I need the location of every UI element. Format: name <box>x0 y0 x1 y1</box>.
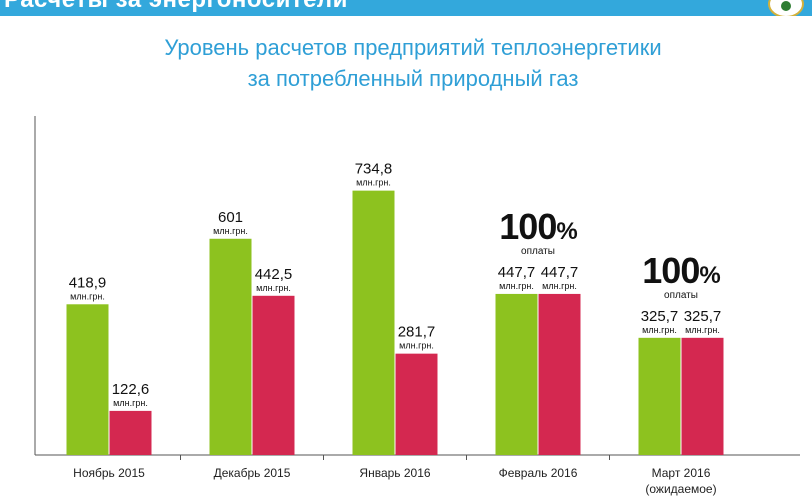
x-tick-label: Январь 2016 <box>359 466 430 480</box>
x-tick-label: Февраль 2016 <box>499 466 578 480</box>
data-label-value: 325,7 <box>641 308 679 325</box>
bar-series-2 <box>252 295 295 455</box>
data-label-unit: млн.грн. <box>256 283 291 293</box>
data-label-unit: млн.грн. <box>213 226 248 236</box>
x-tick-label: Март 2016 <box>652 466 711 480</box>
bar-series-2 <box>109 410 152 455</box>
percent-annotation: 100% <box>642 250 720 291</box>
bar-series-1 <box>66 304 109 455</box>
x-tick-note: (ожидаемое) <box>645 482 716 496</box>
data-label-unit: млн.грн. <box>542 281 577 291</box>
percent-annotation-caption: оплаты <box>664 290 698 301</box>
bar-series-2 <box>538 293 581 455</box>
percent-annotation: 100% <box>499 206 577 247</box>
data-label-value: 447,7 <box>541 264 579 281</box>
x-tick-label: Декабрь 2015 <box>214 466 291 480</box>
data-label-value: 601 <box>218 209 243 226</box>
bar-series-1 <box>495 293 538 455</box>
bar-series-1 <box>638 337 681 455</box>
data-label-value: 325,7 <box>684 308 722 325</box>
bar-series-2 <box>681 337 724 455</box>
top-banner: Расчеты за энергоносители <box>0 0 812 16</box>
bar-series-1 <box>352 190 395 455</box>
x-tick-label: Ноябрь 2015 <box>73 466 145 480</box>
data-label-unit: млн.грн. <box>685 325 720 335</box>
data-label-unit: млн.грн. <box>399 341 434 351</box>
chart-title-line-2: за потребленный природный газ <box>247 66 579 91</box>
bar-series-2 <box>395 353 438 455</box>
banner-text: Расчеты за энергоносители <box>4 0 348 14</box>
data-label-value: 734,8 <box>355 161 393 178</box>
data-label-unit: млн.грн. <box>113 398 148 408</box>
bar-series-1 <box>209 238 252 455</box>
percent-annotation-caption: оплаты <box>521 246 555 257</box>
data-label-unit: млн.грн. <box>499 281 534 291</box>
data-label-value: 447,7 <box>498 264 536 281</box>
data-label-value: 122,6 <box>112 381 150 398</box>
data-label-unit: млн.грн. <box>642 325 677 335</box>
chart-title: Уровень расчетов предприятий теплоэнерге… <box>0 32 812 94</box>
data-label-value: 442,5 <box>255 266 293 283</box>
data-label-value: 281,7 <box>398 324 436 341</box>
data-label-unit: млн.грн. <box>70 291 105 301</box>
data-label-value: 418,9 <box>69 274 107 291</box>
emblem-icon <box>768 0 804 16</box>
data-label-unit: млн.грн. <box>356 178 391 188</box>
chart-title-line-1: Уровень расчетов предприятий теплоэнерге… <box>164 35 662 60</box>
